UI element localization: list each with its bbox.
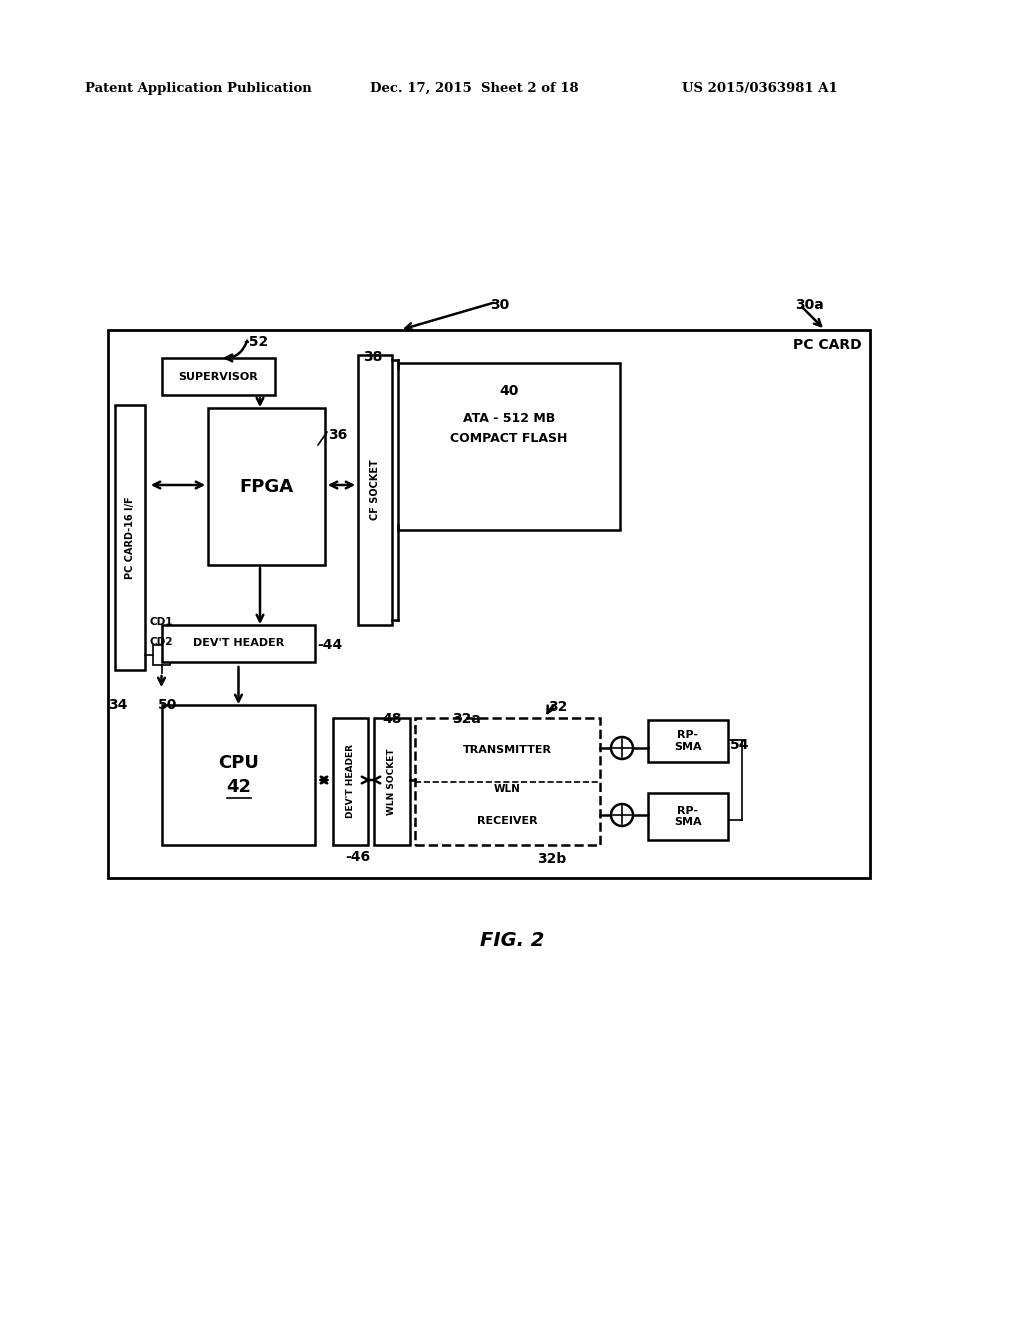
- Text: CD2: CD2: [150, 638, 173, 647]
- Text: 50: 50: [158, 698, 177, 711]
- Bar: [115, 405, 145, 671]
- Bar: [374, 718, 410, 845]
- Bar: [153, 645, 170, 665]
- Text: Dec. 17, 2015  Sheet 2 of 18: Dec. 17, 2015 Sheet 2 of 18: [370, 82, 579, 95]
- Text: 34: 34: [108, 698, 127, 711]
- Text: 54: 54: [730, 738, 750, 752]
- Text: ATA - 512 MB: ATA - 512 MB: [463, 412, 555, 425]
- Text: CD1: CD1: [150, 616, 173, 627]
- Circle shape: [611, 804, 633, 826]
- Bar: [333, 718, 368, 845]
- Text: CPU: CPU: [218, 754, 259, 772]
- Text: TRANSMITTER: TRANSMITTER: [463, 744, 552, 755]
- Bar: [108, 330, 870, 878]
- Circle shape: [611, 737, 633, 759]
- Text: -46: -46: [345, 850, 370, 865]
- Bar: [648, 719, 728, 762]
- Text: WLN: WLN: [494, 784, 521, 795]
- Text: RP-
SMA: RP- SMA: [674, 805, 701, 828]
- Text: PC CARD-16 I/F: PC CARD-16 I/F: [125, 496, 135, 578]
- Text: RECEIVER: RECEIVER: [477, 816, 538, 826]
- Bar: [398, 363, 620, 531]
- Text: FPGA: FPGA: [240, 478, 294, 495]
- Text: Patent Application Publication: Patent Application Publication: [85, 82, 311, 95]
- Bar: [162, 624, 315, 663]
- Bar: [162, 705, 315, 845]
- Text: -44: -44: [317, 638, 342, 652]
- Text: 40: 40: [500, 384, 519, 399]
- Text: 30a: 30a: [795, 298, 823, 312]
- Text: 36: 36: [328, 428, 347, 442]
- Bar: [208, 408, 325, 565]
- Text: WLN SOCKET: WLN SOCKET: [387, 748, 396, 814]
- Bar: [648, 793, 728, 840]
- Text: SUPERVISOR: SUPERVISOR: [178, 371, 258, 381]
- Text: 42: 42: [226, 777, 251, 796]
- Bar: [415, 718, 600, 845]
- Bar: [358, 355, 392, 624]
- Text: 38: 38: [362, 350, 382, 364]
- Text: 32: 32: [548, 700, 567, 714]
- Text: CF SOCKET: CF SOCKET: [370, 459, 380, 520]
- Text: 48: 48: [382, 711, 401, 726]
- Text: DEV'T HEADER: DEV'T HEADER: [193, 639, 284, 648]
- Text: DEV'T HEADER: DEV'T HEADER: [346, 744, 355, 818]
- Bar: [162, 358, 275, 395]
- Text: 30: 30: [490, 298, 509, 312]
- Text: US 2015/0363981 A1: US 2015/0363981 A1: [682, 82, 838, 95]
- Text: -52: -52: [243, 335, 268, 348]
- Text: RP-
SMA: RP- SMA: [674, 730, 701, 752]
- Text: 32a: 32a: [452, 711, 481, 726]
- Text: PC CARD: PC CARD: [794, 338, 862, 352]
- Text: COMPACT FLASH: COMPACT FLASH: [451, 432, 567, 445]
- Text: FIG. 2: FIG. 2: [480, 931, 544, 949]
- Text: 32b: 32b: [537, 851, 566, 866]
